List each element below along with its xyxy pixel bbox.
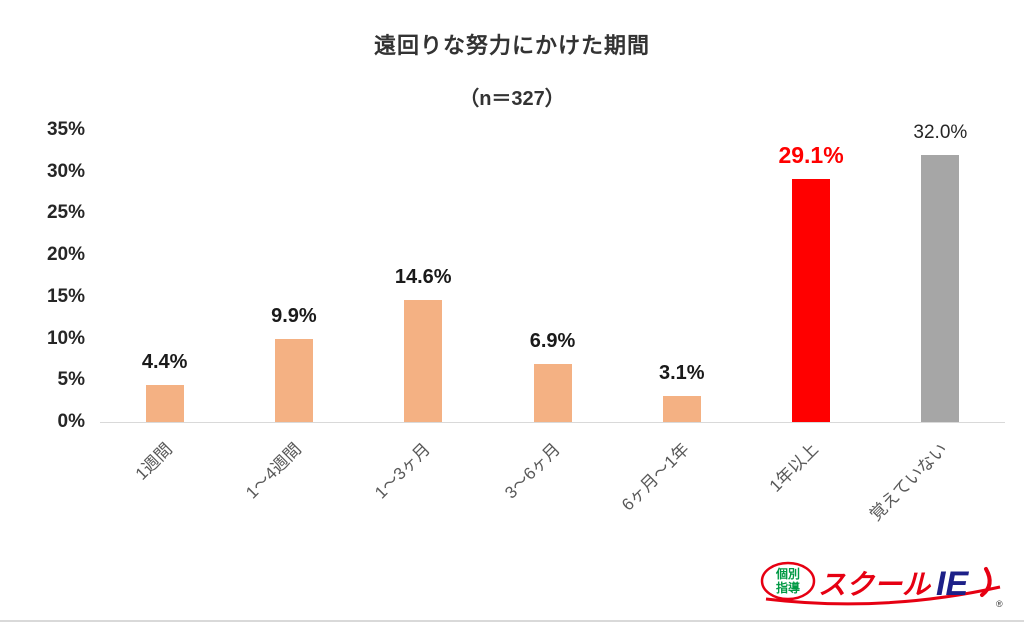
bar-1年以上 xyxy=(792,179,831,422)
y-axis-tick-label: 20% xyxy=(46,244,85,266)
logo-brand-blue: IE xyxy=(936,565,969,603)
bar-value-label: 6.9% xyxy=(529,330,576,353)
y-axis-tick-label: 10% xyxy=(46,327,85,349)
school-ie-logo: 個別 指導 スクール IE ® xyxy=(758,555,1008,614)
bar-3～6ヶ月 xyxy=(533,364,572,422)
logo-j-accent xyxy=(980,567,992,597)
bar-value-label: 4.4% xyxy=(141,351,188,374)
x-axis-category-label: 1～4週間 xyxy=(242,439,305,503)
y-axis-tick-label: 30% xyxy=(46,160,85,182)
chart-subtitle: （n＝327） xyxy=(459,88,565,110)
bar-value-label: 32.0% xyxy=(913,122,968,144)
x-axis-category-label: 6ヶ月～1年 xyxy=(617,439,693,515)
bar-6ヶ月～1年 xyxy=(662,396,701,422)
bar-覚えていない xyxy=(921,155,960,422)
x-axis-line xyxy=(100,422,1005,423)
school-ie-logo-graphic: 個別 指導 スクール IE ® xyxy=(760,561,1003,609)
bar-1～3ヶ月 xyxy=(404,300,443,422)
logo-badge-line2: 指導 xyxy=(776,580,800,595)
bar-value-label: 3.1% xyxy=(658,362,705,385)
logo-brand-red: スクール xyxy=(818,569,932,600)
y-axis-tick-label: 0% xyxy=(57,411,85,432)
logo-badge-ellipse xyxy=(760,561,816,601)
chart-title: 遠回りな努力にかけた期間 xyxy=(373,33,650,58)
logo-registered-mark: ® xyxy=(996,599,1003,609)
bar-1～4週間 xyxy=(274,339,313,422)
x-axis-category-label: 1年以上 xyxy=(765,439,823,496)
x-axis-category-label: 覚えていない xyxy=(866,439,952,525)
x-axis-category-label: 1～3ヶ月 xyxy=(371,439,435,503)
y-axis-tick-label: 15% xyxy=(46,285,85,307)
bar-value-label: 14.6% xyxy=(394,266,452,289)
logo-badge-line1: 個別 xyxy=(775,566,800,581)
y-axis-tick-label: 35% xyxy=(46,119,85,140)
bar-1週間 xyxy=(145,385,184,422)
x-axis-category-label: 1週間 xyxy=(131,439,176,484)
logo-swoosh xyxy=(765,585,1001,606)
x-axis-category-label: 3～6ヶ月 xyxy=(500,439,564,503)
y-axis-tick-label: 5% xyxy=(57,369,85,391)
y-axis-tick-label: 25% xyxy=(46,202,85,224)
bar-value-label: 29.1% xyxy=(778,142,844,169)
bar-value-label: 9.9% xyxy=(271,305,317,328)
